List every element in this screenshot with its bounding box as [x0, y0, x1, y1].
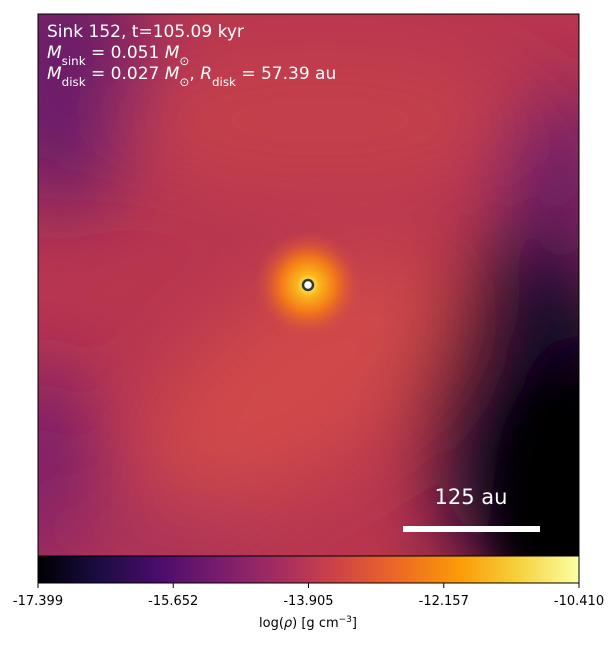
text-part: ρ: [284, 616, 293, 631]
text-part: ) [g cm: [292, 616, 338, 631]
colorbar-label: log(ρ) [g cm−3]: [259, 615, 357, 631]
colorbar-tick-label: -12.157: [419, 594, 469, 609]
colorbar-tick-label: -13.905: [283, 594, 333, 609]
text-part: ⊙: [179, 54, 189, 68]
text-part: −3: [339, 615, 352, 625]
text-part: ]: [352, 616, 357, 631]
text-part: M: [47, 64, 62, 84]
density-image: [38, 14, 579, 556]
text-part: R: [200, 64, 212, 84]
text-part: M: [165, 43, 180, 63]
text-part: ,: [189, 64, 200, 84]
text-part: = 0.051: [86, 43, 165, 63]
text-part: M: [47, 43, 62, 63]
scale-bar-label: 125 au: [435, 485, 508, 509]
text-part: disk: [62, 75, 86, 89]
text-part: = 57.39 au: [236, 64, 336, 84]
text-part: log(: [259, 616, 284, 631]
title-line: Sink 152, t=105.09 kyr: [47, 22, 244, 42]
title-line: Msink = 0.051 M⊙: [47, 43, 189, 68]
text-part: disk: [212, 75, 236, 89]
text-part: = 0.027: [86, 64, 165, 84]
text-part: M: [165, 64, 180, 84]
text-part: Sink 152, t=105.09 kyr: [47, 22, 244, 42]
colorbar-tick-label: -15.652: [148, 594, 198, 609]
colorbar-tick-label: -10.410: [554, 594, 604, 609]
sink-marker: [301, 278, 315, 292]
text-part: ⊙: [179, 75, 189, 89]
text-part: sink: [62, 54, 86, 68]
title-line: Mdisk = 0.027 M⊙, Rdisk = 57.39 au: [47, 64, 336, 89]
colorbar-tick-label: -17.399: [13, 594, 63, 609]
colorbar: [37, 555, 580, 584]
